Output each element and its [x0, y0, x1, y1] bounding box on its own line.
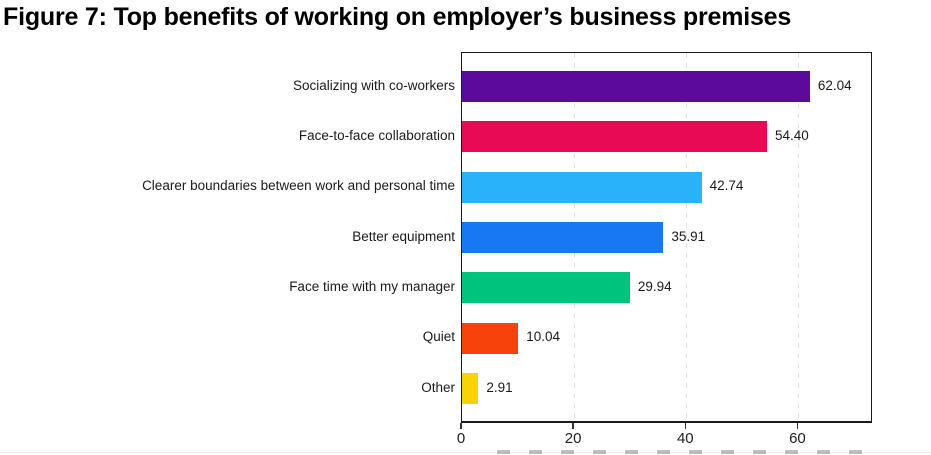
category-label-face-to-face-collaboration: Face-to-face collaboration [298, 127, 455, 143]
plot-area [461, 52, 872, 423]
category-label-clearer-boundaries-between-work-and-personal-time: Clearer boundaries between work and pers… [142, 178, 455, 194]
x-tick-label-20: 20 [564, 430, 582, 447]
category-label-socializing-with-co-workers: Socializing with co-workers [292, 77, 455, 93]
bar-other [462, 373, 479, 405]
gridline-x-40 [685, 53, 687, 421]
value-label-other: 2.91 [486, 379, 513, 395]
bar-clearer-boundaries-between-work-and-personal-time [462, 171, 702, 203]
value-label-face-to-face-collaboration: 54.40 [775, 127, 809, 143]
x-tick-mark-40 [684, 423, 687, 429]
bar-quiet [462, 322, 519, 354]
category-label-other: Other [421, 379, 455, 395]
bottom-divider-line [0, 452, 931, 453]
bar-better-equipment [462, 222, 664, 254]
value-label-quiet: 10.04 [526, 329, 561, 345]
bar-face-time-with-my-manager [462, 272, 630, 304]
category-label-quiet: Quiet [422, 329, 455, 345]
bar-face-to-face-collaboration [462, 121, 768, 153]
value-label-better-equipment: 35.91 [671, 228, 706, 244]
category-label-better-equipment: Better equipment [352, 228, 455, 244]
value-label-socializing-with-co-workers: 62.04 [817, 77, 852, 93]
x-tick-label-40: 40 [676, 430, 694, 447]
cropped-text-marks [497, 450, 872, 454]
x-tick-mark-0 [460, 423, 462, 429]
value-label-face-time-with-my-manager: 29.94 [637, 278, 672, 294]
figure-title: Figure 7: Top benefits of working on emp… [3, 3, 792, 31]
gridline-x-60 [797, 53, 799, 421]
x-tick-label-60: 60 [789, 430, 806, 447]
x-tick-label-0: 0 [456, 430, 466, 447]
x-tick-mark-60 [796, 423, 799, 429]
x-tick-mark-20 [572, 423, 574, 429]
value-label-clearer-boundaries-between-work-and-personal-time: 42.74 [709, 178, 744, 194]
bar-socializing-with-co-workers [462, 71, 810, 102]
category-label-face-time-with-my-manager: Face time with my manager [289, 278, 455, 294]
